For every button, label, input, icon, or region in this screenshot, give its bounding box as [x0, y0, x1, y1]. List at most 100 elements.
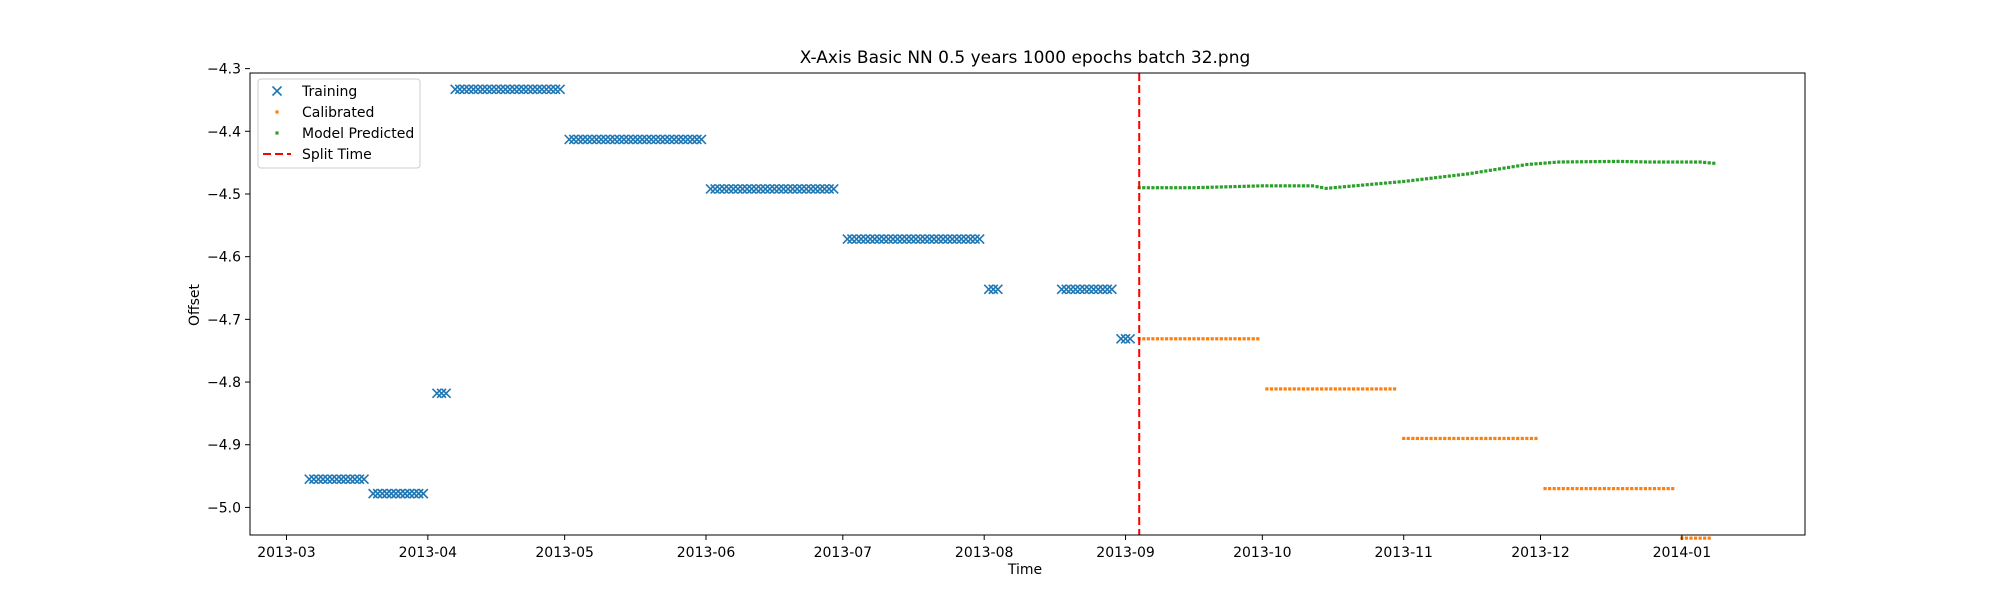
calibrated-point-1-21 [1361, 387, 1365, 391]
calibrated-point-1-5 [1288, 387, 1292, 391]
training-point-6-8 [878, 234, 889, 245]
legend-item-calibrated: Calibrated [275, 105, 374, 121]
training-point-0-4-stroke-b [322, 474, 333, 485]
training-point-4-2-stroke-b [573, 134, 584, 145]
calibrated-point-3-16 [1616, 487, 1620, 491]
calibrated-point-0-14 [1201, 337, 1205, 341]
calibrated-point-2-10 [1447, 436, 1451, 441]
calibrated-point-0-13 [1196, 337, 1201, 341]
model-predicted-point-62 [1420, 177, 1424, 181]
calibrated-point-1-19 [1351, 387, 1356, 391]
calibrated-point-0-12 [1192, 337, 1196, 341]
calibrated-point-3-10 [1589, 487, 1593, 491]
training-point-6-27 [965, 234, 976, 245]
calibrated-point-3-2 [1552, 487, 1556, 491]
training-point-3-8 [486, 84, 497, 95]
calibrated-point-0-4 [1155, 337, 1160, 341]
calibrated-point-0-20 [1228, 337, 1233, 341]
calibrated-point-3-20 [1634, 487, 1638, 491]
legend-label-calibrated: Calibrated [302, 105, 374, 121]
training-point-0-0 [304, 474, 315, 485]
training-point-6-3 [855, 234, 867, 245]
legend-marker-training-stroke-b [271, 85, 283, 97]
calibrated-point-1-26 [1383, 387, 1388, 391]
legend-marker-model-predicted [275, 131, 279, 135]
calibrated-point-0-6 [1164, 337, 1169, 341]
training-point-6-5 [865, 234, 876, 245]
model-predicted-point-17 [1215, 185, 1219, 189]
model-predicted-point-80 [1502, 166, 1506, 170]
training-point-5-11 [755, 183, 766, 195]
calibrated-point-1-1 [1269, 387, 1274, 391]
model-predicted-point-19 [1224, 185, 1228, 189]
training-point-0-2-stroke-b [313, 474, 324, 485]
calibrated-point-2-11 [1452, 436, 1456, 441]
training-point-5-7-stroke-b [737, 183, 748, 195]
calibrated-point-2-14 [1465, 436, 1470, 441]
training-point-5-2-stroke-b [714, 183, 725, 195]
model-predicted-point-76 [1484, 169, 1488, 173]
training-point-4-26 [682, 134, 693, 145]
calibrated-point-1-13 [1324, 387, 1328, 391]
training-point-6-15-stroke-b [910, 234, 921, 245]
calibrated-point-0-23 [1242, 337, 1246, 341]
model-predicted-point-121 [1689, 160, 1693, 164]
y-tick-label-7: −5.0 [207, 500, 241, 516]
training-point-6-29 [974, 234, 985, 245]
calibrated-point-3-7 [1575, 487, 1579, 491]
model-predicted-point-73 [1470, 171, 1474, 175]
training-point-8-3 [1070, 284, 1081, 295]
training-point-6-2 [851, 234, 862, 245]
training-point-4-12-stroke-b [618, 134, 629, 145]
training-point-1-3-stroke-b [381, 488, 392, 499]
training-point-5-21 [801, 183, 812, 195]
calibrated-point-3-1 [1548, 487, 1552, 491]
calibrated-point-2-0 [1402, 436, 1406, 441]
model-predicted-point-28 [1265, 184, 1269, 188]
training-point-4-22 [664, 134, 675, 145]
training-point-2-2 [441, 388, 452, 399]
training-point-6-28-stroke-b [969, 234, 981, 245]
training-point-3-14-stroke-b [513, 84, 525, 95]
calibrated-point-2-2 [1411, 436, 1415, 441]
training-point-8-0-stroke-b [1056, 284, 1067, 295]
training-point-6-12 [897, 234, 908, 245]
model-predicted-point-63 [1424, 177, 1429, 181]
training-point-4-12 [618, 134, 629, 145]
model-predicted-point-29 [1269, 184, 1274, 188]
training-point-5-17-stroke-b [783, 183, 794, 195]
training-point-3-10-stroke-b [495, 84, 506, 95]
legend-marker-calibrated [275, 110, 279, 114]
training-point-6-10-stroke-b [887, 234, 899, 245]
model-predicted-point-2 [1146, 186, 1150, 190]
training-point-3-20 [541, 84, 552, 95]
training-point-4-1 [568, 134, 579, 145]
model-predicted-point-16 [1210, 185, 1214, 189]
calibrated-point-0-18 [1219, 337, 1223, 341]
training-point-2-1 [436, 388, 447, 399]
model-predicted-point-46 [1347, 184, 1351, 188]
training-point-4-28-stroke-b [691, 134, 702, 145]
model-predicted-point-56 [1392, 180, 1397, 184]
calibrated-point-2-4 [1420, 436, 1424, 441]
training-point-3-5-stroke-b [472, 84, 484, 95]
model-predicted-point-108 [1630, 160, 1634, 164]
calibrated-point-1-28 [1392, 387, 1397, 391]
training-point-8-5-stroke-b [1079, 284, 1090, 295]
model-predicted-point-68 [1447, 174, 1451, 178]
training-point-2-0-stroke-b [431, 388, 443, 399]
calibrated-point-1-6 [1292, 387, 1296, 391]
training-point-6-12-stroke-b [897, 234, 908, 245]
training-point-3-15-stroke-b [518, 84, 529, 95]
calibrated-point-1-9 [1306, 387, 1310, 391]
training-point-5-14 [769, 183, 780, 195]
training-point-6-7 [874, 234, 885, 245]
calibrated-point-2-15 [1470, 436, 1474, 441]
calibrated-point-3-12 [1598, 487, 1602, 491]
training-point-6-13-stroke-b [901, 234, 912, 245]
training-point-6-1 [846, 234, 858, 245]
model-predicted-point-81 [1506, 165, 1511, 170]
training-point-0-11 [354, 474, 365, 485]
x-tick-label-6: 2013-09 [1096, 545, 1155, 561]
training-point-3-21 [545, 84, 557, 95]
